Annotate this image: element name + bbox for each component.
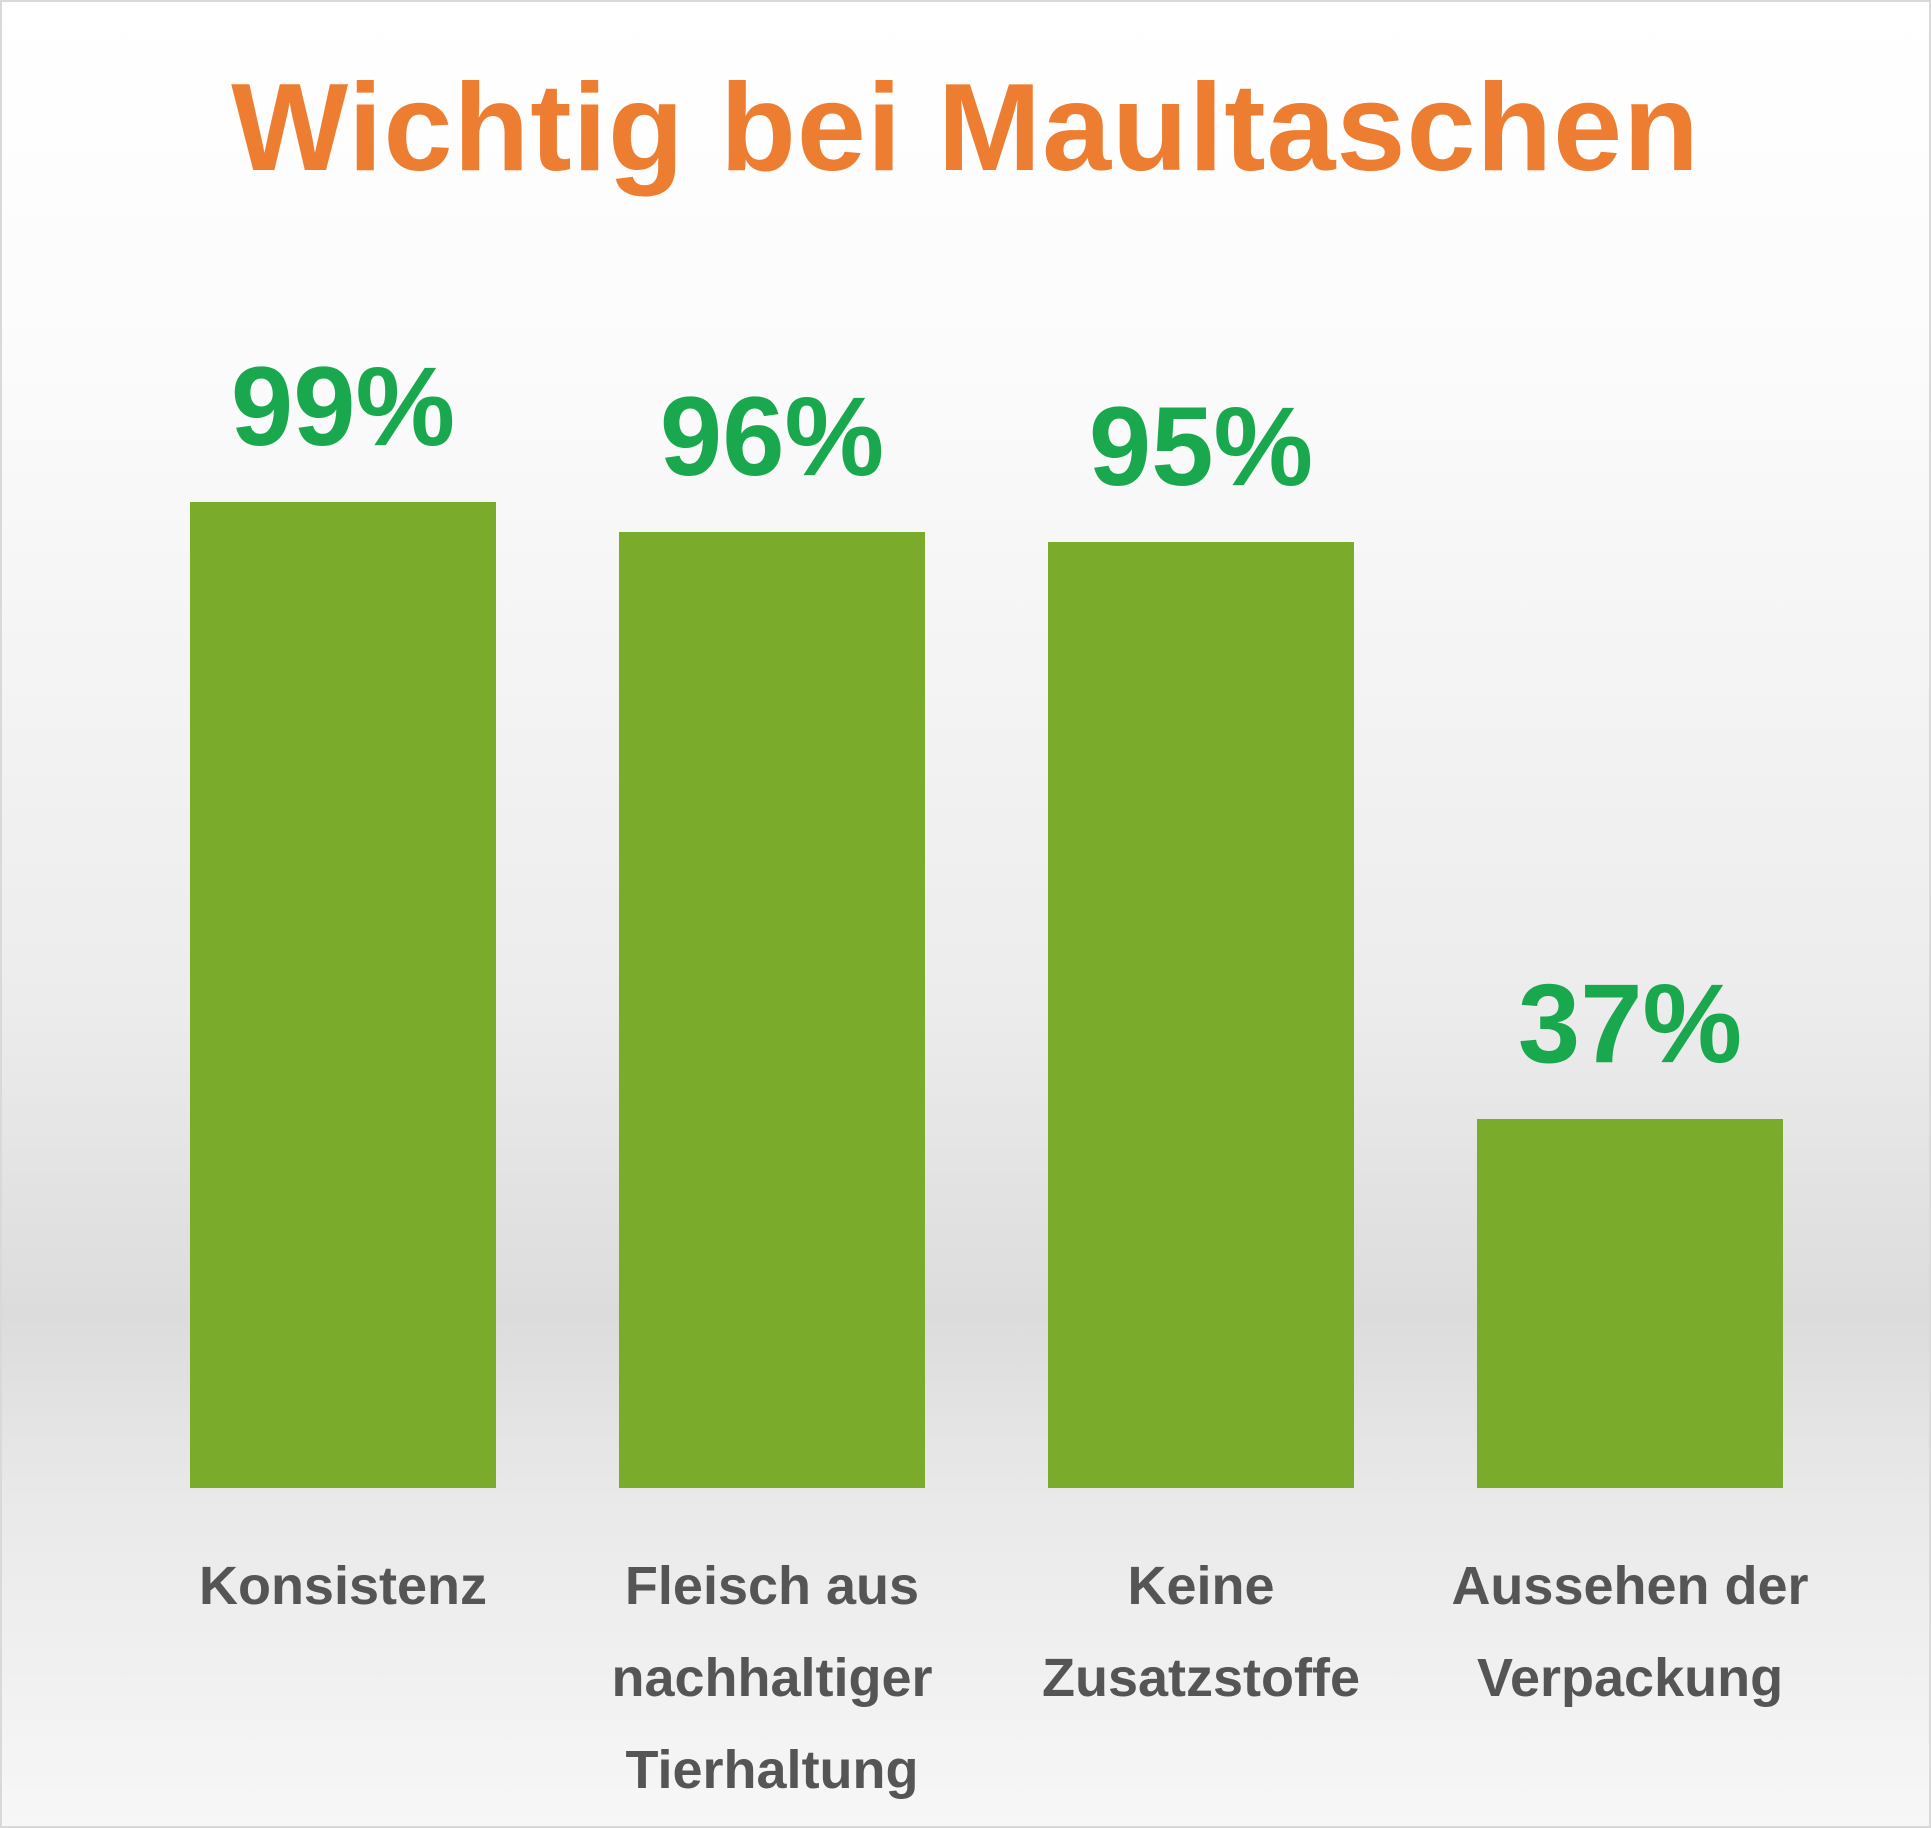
bar bbox=[1048, 541, 1354, 1488]
x-tick-label: Aussehen der Verpackung bbox=[1451, 1556, 1809, 1708]
value-label: 99% bbox=[230, 343, 456, 469]
x-tick-label: Konsistenz bbox=[198, 1556, 488, 1616]
x-tick-label: Keine Zusatzstoffe bbox=[1041, 1556, 1360, 1708]
bar bbox=[190, 501, 496, 1488]
bar bbox=[1477, 1119, 1783, 1488]
value-label: 37% bbox=[1517, 961, 1743, 1087]
value-label: 95% bbox=[1088, 383, 1314, 509]
chart-title: Wichtig bei Maultaschen bbox=[231, 59, 1700, 197]
value-label: 96% bbox=[659, 373, 885, 499]
bar bbox=[619, 531, 925, 1488]
x-tick-label: Fleisch aus nachhaltiger Tierhaltung bbox=[611, 1556, 933, 1800]
